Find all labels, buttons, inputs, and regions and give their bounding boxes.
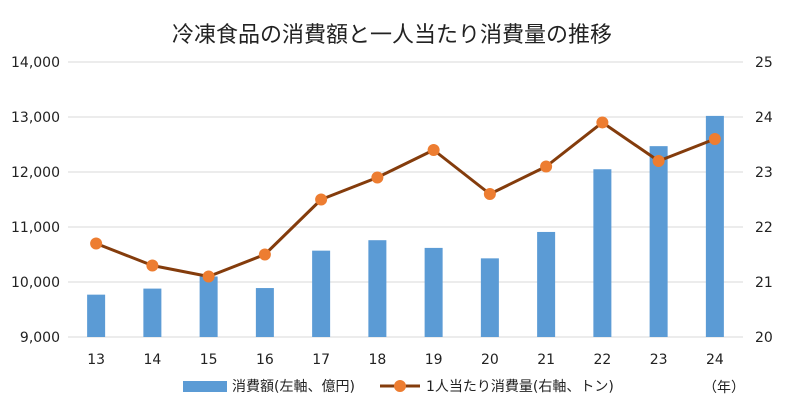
point [708, 133, 721, 145]
y-left-tick-label: 11,000 [11, 220, 60, 236]
x-tick-label: 23 [650, 352, 668, 368]
point [146, 259, 159, 272]
bar [480, 258, 499, 337]
bar [87, 294, 106, 337]
point [596, 116, 609, 129]
bar [199, 276, 218, 337]
point [483, 188, 496, 200]
bar [143, 288, 162, 337]
y-right-tick-label: 25 [755, 55, 773, 71]
y-left-tick-label: 14,000 [11, 55, 60, 71]
x-tick-label: 13 [87, 352, 105, 368]
x-tick-label: 19 [425, 352, 443, 368]
bar [593, 169, 612, 337]
x-tick-label: 24 [706, 352, 724, 368]
point [540, 160, 553, 173]
x-tick-label: 16 [256, 352, 274, 368]
y-left-tick-label: 10,000 [11, 275, 60, 291]
point [652, 155, 665, 167]
bar [312, 250, 331, 337]
legend-label-per-capita: 1人当たり消費量(右軸、トン) [426, 379, 614, 395]
y-right-tick-label: 23 [755, 165, 773, 181]
bar [705, 115, 724, 338]
x-axis-unit-label: （年） [703, 380, 745, 396]
axes: 9,000 10,000 11,000 12,000 13,000 14,000 20 21 2… [11, 55, 773, 368]
legend-label-consumption-value: 消費額(左軸、億円) [232, 379, 355, 395]
y-right-tick-label: 20 [755, 330, 773, 346]
chart-title: 冷凍食品の消費額と一人当たり消費量の推移 [172, 23, 612, 48]
series-line [95, 121, 716, 278]
bar [424, 247, 443, 337]
legend-marker-per-capita [394, 380, 406, 392]
y-right-tick-label: 21 [755, 275, 773, 291]
legend: 消費額(左軸、億円) 1人当たり消費量(右軸、トン) [183, 379, 614, 395]
x-tick-label: 15 [200, 352, 218, 368]
y-left-tick-label: 12,000 [11, 165, 60, 181]
point [258, 248, 271, 261]
bar [537, 231, 556, 337]
x-tick-label: 17 [312, 352, 330, 368]
gridlines [68, 61, 743, 338]
point [427, 144, 440, 156]
bar [649, 146, 668, 337]
point [371, 171, 384, 184]
x-tick-label: 22 [593, 352, 611, 368]
bar [255, 288, 274, 337]
y-left-tick-label: 9,000 [20, 330, 60, 346]
legend-swatch-consumption-value [183, 381, 227, 392]
y-left-tick-label: 13,000 [11, 110, 60, 126]
x-tick-label: 20 [481, 352, 499, 368]
y-right-tick-label: 24 [755, 110, 773, 126]
bar [368, 240, 387, 337]
x-tick-label: 21 [537, 352, 555, 368]
point [202, 270, 215, 283]
line-series [90, 116, 721, 283]
bar-series [87, 115, 724, 338]
x-tick-label: 18 [368, 352, 386, 368]
x-tick-label: 14 [143, 352, 161, 368]
point [315, 193, 328, 206]
point [90, 237, 103, 250]
y-right-tick-label: 22 [755, 220, 773, 236]
